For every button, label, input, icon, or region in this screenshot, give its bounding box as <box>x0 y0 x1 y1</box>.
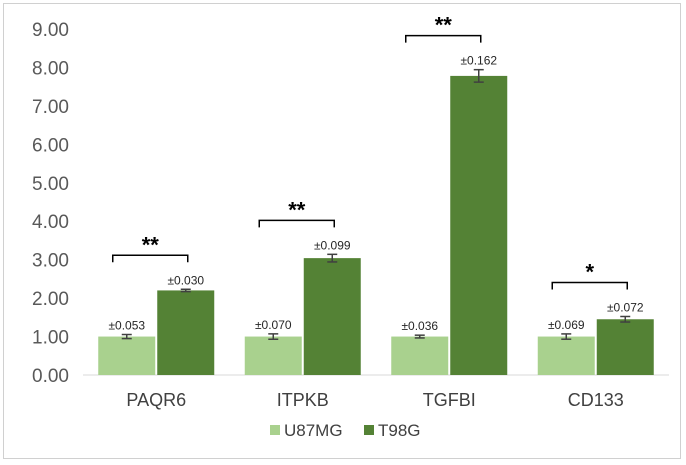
error-label: ±0.069 <box>548 318 585 332</box>
bar-u87mg-cd133 <box>537 336 595 375</box>
x-tick-label: CD133 <box>568 390 624 410</box>
legend-label-t98g: T98G <box>378 421 421 440</box>
significance-bracket <box>258 219 335 228</box>
x-tick-label: ITPKB <box>277 390 329 410</box>
y-tick-label: 5.00 <box>32 174 69 195</box>
significance-bracket <box>551 281 628 290</box>
significance-label: ** <box>288 197 306 222</box>
x-tick-label: TGFBI <box>423 390 476 410</box>
legend-label-u87mg: U87MG <box>284 421 343 440</box>
y-tick-label: 9.00 <box>32 20 69 41</box>
significance-label: ** <box>142 232 160 257</box>
y-tick-label: 0.00 <box>32 366 69 387</box>
significance-bracket <box>112 254 189 263</box>
bar-t98g-cd133 <box>596 319 654 375</box>
error-label: ±0.072 <box>607 300 644 314</box>
y-tick-label: 6.00 <box>32 135 69 156</box>
error-label: ±0.030 <box>167 273 204 287</box>
x-tick-label: PAQR6 <box>126 390 186 410</box>
legend-swatch-t98g <box>364 425 374 435</box>
error-label: ±0.036 <box>401 319 438 333</box>
bar-t98g-paqr6 <box>157 290 215 375</box>
chart-frame: 0.00 1.00 2.00 3.00 4.00 5.00 6.00 7.00 8.00 9.00… <box>3 3 681 459</box>
y-tick-label: 2.00 <box>32 289 69 310</box>
y-tick-label: 4.00 <box>32 212 69 233</box>
significance-bracket <box>405 34 482 43</box>
bar-u87mg-paqr6 <box>98 336 156 375</box>
error-label: ±0.162 <box>460 54 497 68</box>
error-label: ±0.053 <box>108 319 145 333</box>
y-tick-label: 7.00 <box>32 97 69 118</box>
error-label: ±0.099 <box>314 238 351 252</box>
bar-t98g-itpkb <box>303 258 361 375</box>
bar-u87mg-tgfbi <box>391 336 449 375</box>
y-tick-label: 8.00 <box>32 58 69 79</box>
y-tick-label: 3.00 <box>32 251 69 272</box>
significance-label: * <box>585 259 594 284</box>
bar-u87mg-itpkb <box>244 336 302 375</box>
significance-label: ** <box>435 13 453 38</box>
bar-t98g-tgfbi <box>450 75 508 375</box>
y-tick-label: 1.00 <box>32 328 69 349</box>
error-label: ±0.070 <box>255 318 292 332</box>
bar-chart: 0.00 1.00 2.00 3.00 4.00 5.00 6.00 7.00 8.00 9.00… <box>32 13 669 440</box>
legend-swatch-u87mg <box>270 425 280 435</box>
